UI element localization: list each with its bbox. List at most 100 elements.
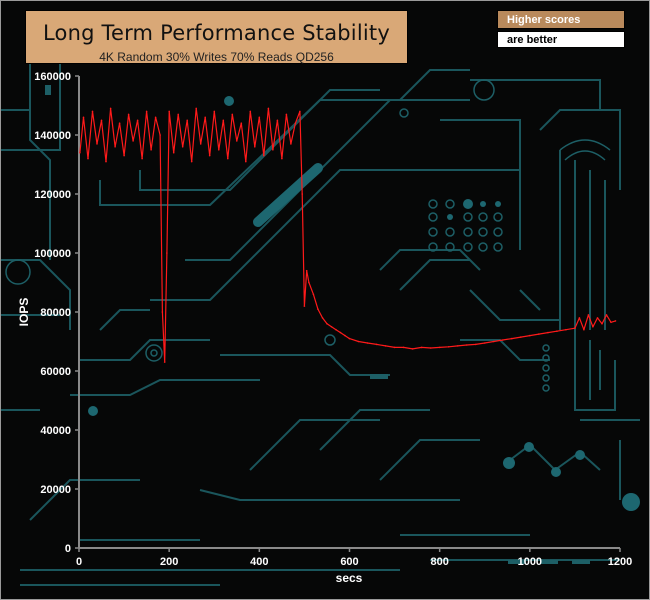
y-tick-label: 60000	[40, 366, 71, 378]
data-point	[199, 143, 202, 145]
data-point	[520, 336, 522, 338]
data-point	[335, 328, 337, 331]
data-point	[393, 346, 396, 349]
data-point	[290, 143, 292, 145]
data-point	[249, 110, 252, 113]
data-point	[150, 149, 152, 151]
x-tick-label: 800	[430, 556, 448, 568]
y-tick-label: 0	[65, 543, 71, 555]
legend-higher-scores: Higher scores	[497, 10, 625, 29]
data-point	[299, 110, 301, 113]
chart-title-box: Long Term Performance Stability 4K Rando…	[25, 10, 408, 64]
data-point	[186, 119, 188, 122]
data-point	[159, 134, 161, 136]
data-point	[556, 330, 558, 333]
data-point	[285, 113, 288, 116]
y-tick-label: 80000	[40, 307, 71, 319]
y-tick-label: 140000	[34, 130, 71, 142]
y-tick-label: 40000	[40, 425, 71, 437]
data-point	[267, 107, 270, 110]
data-point	[326, 323, 328, 325]
data-point	[330, 326, 333, 328]
data-point	[145, 110, 148, 113]
data-point	[538, 333, 540, 335]
data-point	[357, 340, 360, 343]
data-point	[605, 314, 608, 316]
data-point	[465, 344, 468, 346]
x-tick-label: 1000	[518, 556, 542, 568]
data-point	[127, 113, 130, 116]
data-point	[109, 107, 112, 110]
data-point	[305, 269, 308, 272]
data-point	[213, 110, 216, 113]
data-point	[82, 116, 85, 119]
data-point	[308, 281, 310, 284]
data-point	[190, 160, 193, 163]
data-point	[114, 146, 116, 148]
data-point	[172, 151, 175, 154]
data-point	[339, 331, 342, 334]
x-tick-label: 0	[76, 556, 82, 568]
data-point	[317, 308, 319, 310]
data-point	[578, 317, 581, 319]
data-point	[583, 328, 585, 331]
data-point	[154, 116, 157, 119]
data-point	[565, 328, 567, 331]
data-point	[254, 146, 256, 148]
data-point	[574, 327, 576, 330]
data-point	[100, 119, 103, 122]
data-point	[493, 340, 495, 343]
data-point	[411, 348, 414, 350]
data-point	[301, 193, 304, 195]
data-point	[208, 154, 211, 157]
data-point	[118, 122, 121, 124]
data-point	[294, 122, 297, 124]
data-point	[136, 119, 139, 122]
y-axis-label: IOPS	[17, 298, 31, 327]
x-tick-label: 1200	[608, 556, 632, 568]
data-point	[87, 157, 89, 160]
data-point	[511, 337, 513, 340]
data-point	[375, 343, 378, 346]
data-point	[348, 337, 351, 340]
series-points	[79, 107, 617, 363]
y-tick-label: 160000	[34, 71, 71, 83]
data-point	[344, 334, 346, 337]
data-point	[456, 345, 459, 347]
data-point	[614, 320, 617, 322]
data-point	[592, 326, 594, 328]
data-point	[263, 154, 265, 157]
x-tick-label: 200	[160, 556, 178, 568]
data-point	[240, 122, 243, 124]
x-tick-label: 600	[340, 556, 358, 568]
data-point	[123, 154, 125, 157]
data-point	[281, 157, 283, 160]
data-point	[236, 140, 238, 142]
data-point	[132, 140, 134, 142]
data-point	[163, 361, 166, 363]
data-point	[366, 342, 369, 344]
data-point	[161, 311, 164, 313]
data-point	[276, 119, 279, 122]
data-point	[141, 157, 143, 160]
data-point	[474, 343, 477, 346]
data-point	[447, 346, 450, 348]
data-point	[312, 293, 315, 296]
data-point	[420, 346, 423, 349]
data-point	[547, 331, 549, 334]
data-point	[181, 146, 184, 148]
y-tick-labels: 0 20000 40000 60000 80000 100000 120000 140000 1…	[34, 71, 71, 555]
data-point	[204, 116, 206, 119]
data-point	[231, 113, 234, 116]
data-point	[218, 149, 220, 151]
x-tick-labels: 0 200 400 600 800 1000 1200	[76, 548, 632, 568]
data-point	[166, 252, 168, 254]
data-point	[258, 116, 261, 119]
data-point	[384, 345, 387, 347]
y-tick-label: 100000	[34, 248, 71, 260]
data-point	[96, 143, 98, 145]
data-point	[303, 305, 306, 307]
data-point	[502, 339, 504, 341]
